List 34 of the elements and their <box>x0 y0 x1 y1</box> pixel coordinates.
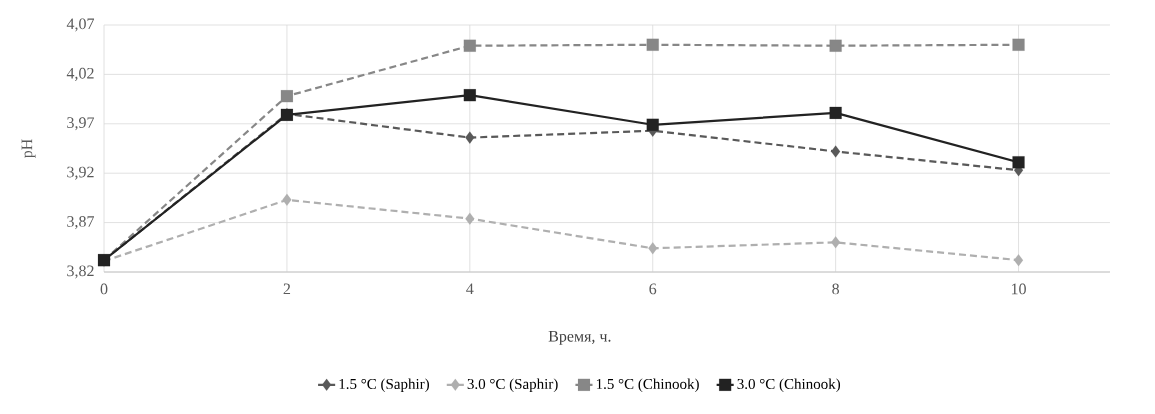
x-tick-label: 4 <box>466 283 474 295</box>
point <box>1013 254 1024 267</box>
y-tick-label: 3,82 <box>67 265 94 279</box>
point <box>829 106 842 119</box>
y-axis-title: pH <box>21 139 36 159</box>
x-tick-label: 10 <box>1011 283 1026 295</box>
point <box>463 89 476 102</box>
y-tick-label: 3,87 <box>67 216 95 230</box>
point <box>831 145 841 158</box>
point <box>646 118 659 131</box>
y-tick-label: 3,92 <box>67 166 94 180</box>
point <box>831 236 841 249</box>
point <box>465 212 475 225</box>
x-axis-title: Время, ч. <box>548 330 611 345</box>
x-tick-label: 2 <box>283 283 291 295</box>
x-tick-label: 8 <box>832 283 840 295</box>
point <box>648 242 658 255</box>
y-tick-label: 4,07 <box>66 18 95 32</box>
x-tick-label: 6 <box>649 283 657 295</box>
point <box>280 90 293 103</box>
point <box>1012 156 1025 169</box>
y-tick-label: 3,97 <box>67 117 95 131</box>
point <box>463 39 476 52</box>
point <box>465 131 475 144</box>
point <box>646 38 659 51</box>
legend-label: 3.0 °C (Saphir) <box>467 378 558 393</box>
point <box>282 193 292 206</box>
point <box>829 39 842 52</box>
legend-label: 1.5 °C (Saphir) <box>339 378 429 393</box>
y-tick-label: 4,02 <box>66 67 94 81</box>
x-tick-label: 0 <box>100 283 108 295</box>
point <box>1012 38 1025 51</box>
legend-label: 1.5 °C (Chinook) <box>596 378 699 393</box>
legend-label: 3.0 °C (Chinook) <box>737 378 841 393</box>
